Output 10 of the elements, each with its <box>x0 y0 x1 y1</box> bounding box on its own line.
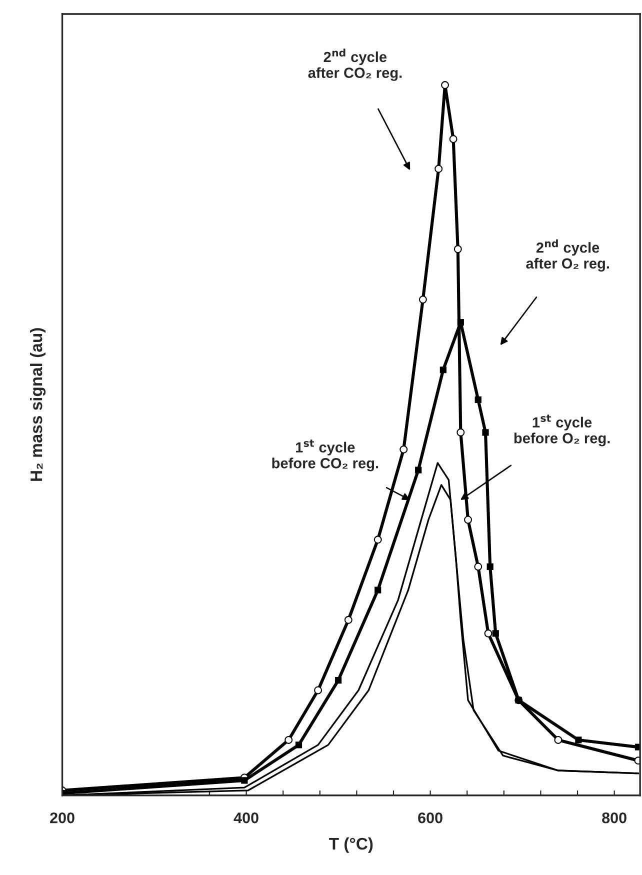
y-axis-title: H₂ mass signal (au) <box>30 328 46 481</box>
x-tick-label: 600 <box>418 812 442 824</box>
annotation: 1$^{st}$ cycle before O₂ reg. <box>514 414 610 446</box>
text: 2$^{nd}$ cycle after CO₂ reg. <box>308 48 402 81</box>
x-axis-title: T (°C) <box>329 837 373 853</box>
x-tick-label: 400 <box>234 812 258 824</box>
annotation: 1$^{st}$ cycle before CO₂ reg. <box>272 440 378 472</box>
x-tick-label: 200 <box>50 812 74 824</box>
x-tick-label: 800 <box>602 812 626 824</box>
annotation: 2$^{nd}$ cycle after O₂ reg. <box>526 239 609 272</box>
